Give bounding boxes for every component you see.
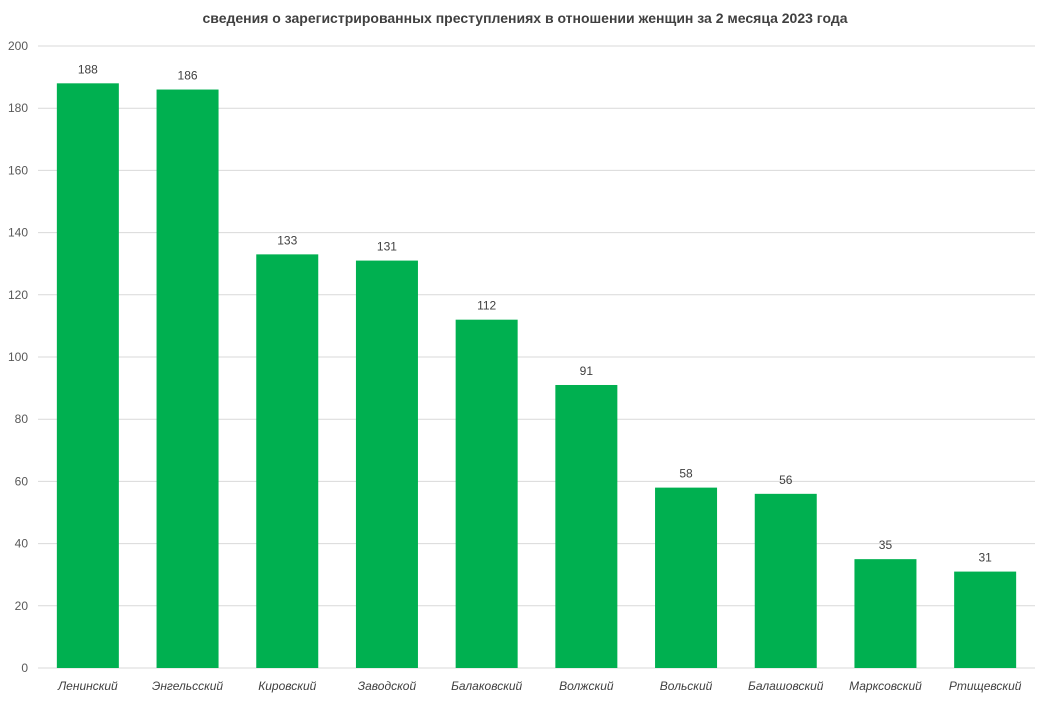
y-tick-label: 60 <box>15 474 29 488</box>
x-category-label: Заводской <box>358 679 417 693</box>
y-axis-ticks: 0 20 40 60 80 100 120 140 160 180 200 <box>8 39 28 675</box>
data-label: 188 <box>78 62 98 76</box>
y-tick-label: 180 <box>8 101 28 115</box>
y-tick-label: 120 <box>8 288 28 302</box>
data-label: 58 <box>679 467 693 481</box>
data-label: 133 <box>277 233 297 247</box>
x-category-label: Кировский <box>258 679 316 693</box>
y-tick-label: 40 <box>15 537 29 551</box>
y-tick-label: 0 <box>21 661 28 675</box>
bar <box>355 260 418 668</box>
y-tick-label: 80 <box>15 412 29 426</box>
chart-title: сведения о зарегистрированных преступлен… <box>202 10 848 26</box>
x-category-label: Волжский <box>559 679 614 693</box>
x-category-label: Ленинский <box>57 679 118 693</box>
y-tick-label: 100 <box>8 350 28 364</box>
x-category-label: Вольский <box>660 679 713 693</box>
y-tick-label: 140 <box>8 226 28 240</box>
bar <box>156 89 219 669</box>
x-category-label: Балаковский <box>451 679 522 693</box>
data-label: 31 <box>978 551 992 565</box>
bar <box>555 384 618 668</box>
bar <box>954 571 1017 668</box>
data-label: 112 <box>477 299 496 313</box>
y-tick-label: 160 <box>8 163 28 177</box>
data-label: 35 <box>879 538 893 552</box>
data-label: 56 <box>779 473 793 487</box>
data-label: 131 <box>377 240 397 254</box>
bar <box>655 487 718 668</box>
bar <box>455 319 518 668</box>
x-category-label: Марксовский <box>849 679 922 693</box>
data-label: 186 <box>178 69 198 83</box>
bar <box>754 493 817 668</box>
x-axis-categories: Ленинский Энгельсский Кировский Заводской Ба… <box>57 679 1022 693</box>
x-category-label: Балашовский <box>748 679 824 693</box>
data-labels: 188 186 133 131 112 91 58 56 35 31 <box>78 62 992 564</box>
data-label: 91 <box>580 364 594 378</box>
bar <box>56 83 119 668</box>
bar <box>256 254 319 668</box>
x-category-label: Энгельсский <box>152 679 223 693</box>
bars <box>56 83 1017 669</box>
bar <box>854 559 917 668</box>
y-tick-label: 200 <box>8 39 28 53</box>
x-category-label: Ртищевский <box>949 679 1022 693</box>
y-tick-label: 20 <box>15 599 29 613</box>
